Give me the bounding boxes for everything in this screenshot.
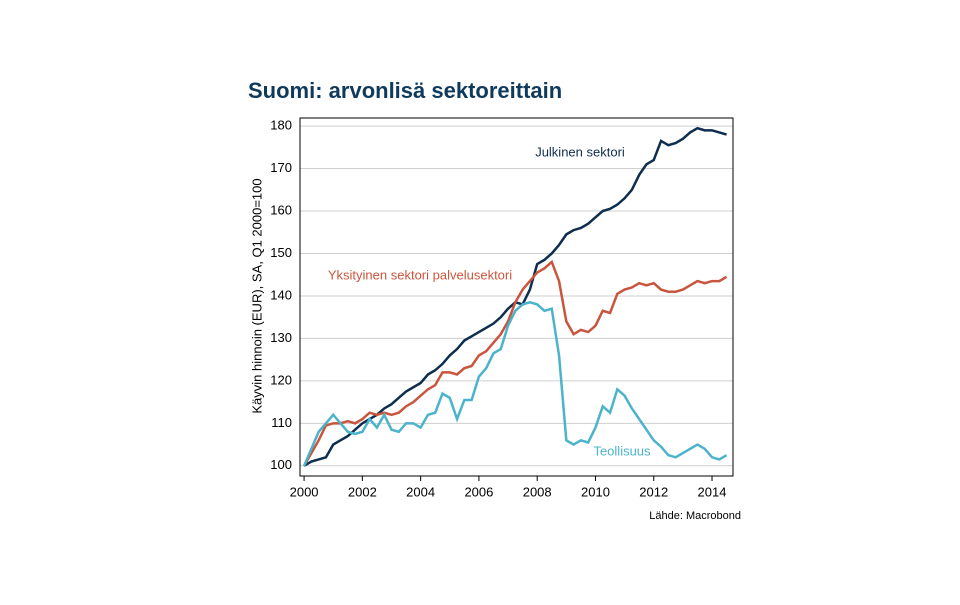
y-tick-label: 150 — [270, 245, 292, 260]
series-label: Teollisuus — [593, 443, 651, 458]
source: Lähde: Macrobond — [649, 510, 741, 522]
plot-frame — [299, 117, 734, 477]
x-tick-label: 2004 — [406, 484, 435, 499]
x-tick-label: 2002 — [348, 484, 377, 499]
y-axis-label: Käyvin hinnoin (EUR), SA, Q1 2000=100 — [249, 178, 264, 413]
series-label: Yksityinen sektori palvelusektori — [328, 267, 512, 282]
y-tick-label: 130 — [270, 330, 292, 345]
chart-title: Suomi: arvonlisä sektoreittain — [248, 78, 562, 103]
x-tick-label: 2006 — [464, 484, 493, 499]
y-tick-label: 170 — [270, 160, 292, 175]
x-tick-label: 2014 — [698, 484, 727, 499]
y-tick-label: 110 — [271, 415, 292, 430]
series-line — [302, 301, 728, 467]
y-tick-label: 180 — [270, 118, 292, 133]
y-tick-label: 160 — [270, 202, 292, 217]
y-tick-label: 140 — [270, 287, 292, 302]
y-tick-label: 120 — [270, 372, 292, 387]
y-tick-label: 100 — [270, 457, 292, 472]
series-label: Julkinen sektori — [535, 144, 625, 159]
series-line — [302, 259, 728, 467]
x-tick-label: 2000 — [290, 484, 319, 499]
x-tick-label: 2012 — [639, 484, 668, 499]
x-tick-label: 2008 — [523, 484, 552, 499]
x-tick-label: 2010 — [581, 484, 610, 499]
